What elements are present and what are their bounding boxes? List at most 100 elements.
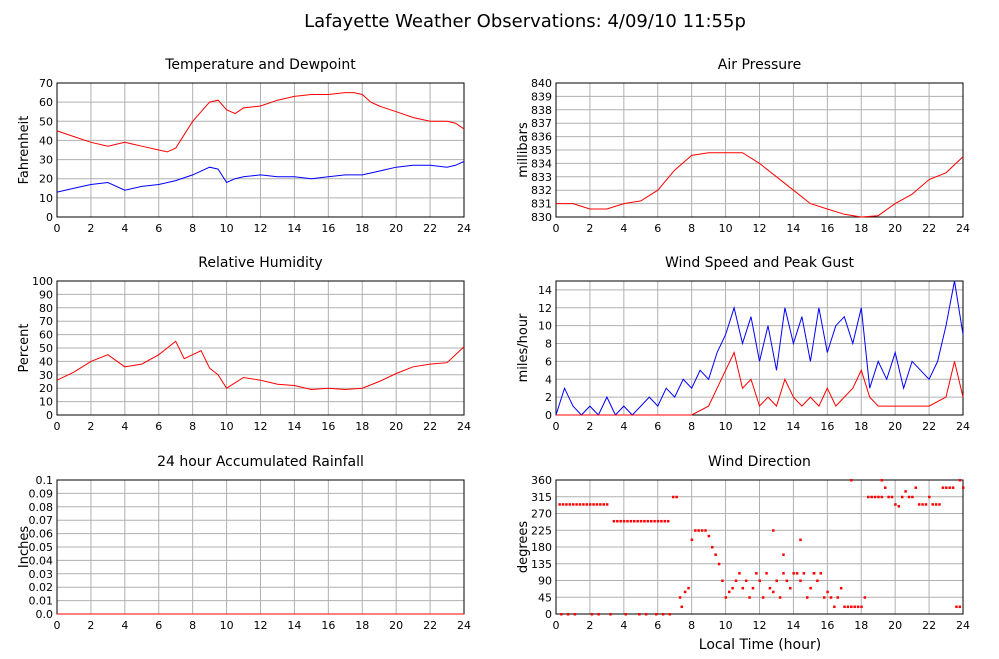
x-tick-label: 2 [586,222,593,235]
data-point [721,579,724,582]
chart-title: Relative Humidity [198,255,322,271]
x-tick-label: 14 [287,420,301,433]
data-point [850,479,853,482]
x-tick-label: 18 [854,420,868,433]
y-tick-label: 0.05 [29,541,54,554]
data-point [727,590,731,594]
x-tick-label: 10 [719,420,733,433]
plot-frame [555,82,964,218]
x-tick-label: 18 [355,619,369,632]
data-point [948,486,951,489]
data-point [724,596,728,599]
x-tick-label: 6 [155,420,162,433]
data-point [843,605,846,609]
y-tick-label: 840 [531,77,552,90]
data-point [789,586,792,590]
data-point [744,579,748,582]
x-tick-label: 6 [155,619,162,632]
x-tick-label: 0 [54,420,61,433]
data-point [605,503,609,506]
data-point [624,613,628,616]
data-point [741,586,745,590]
y-tick-label: 225 [531,524,552,537]
data-point [805,596,809,599]
y-tick-label: 833 [531,171,552,184]
y-tick-label: 834 [531,157,552,170]
y-tick-label: 0.0 [36,608,54,621]
data-point [612,519,616,523]
data-point [575,503,578,506]
data-point [782,553,785,556]
x-tick-label: 20 [888,619,902,632]
x-tick-label: 0 [553,619,560,632]
data-point [785,579,789,582]
y-tick-label: 20 [39,173,53,186]
data-point [585,503,589,506]
series-line-0 [556,152,964,218]
data-point [839,586,843,590]
x-tick-label: 10 [220,222,234,235]
data-point [653,519,656,523]
y-tick-label: 90 [538,575,552,588]
data-point [573,613,577,616]
y-tick-label: 50 [39,342,53,355]
x-tick-label: 4 [620,222,627,235]
data-point [917,503,921,506]
x-tick-label: 16 [820,222,834,235]
x-tick-label: 8 [189,420,196,433]
data-point [751,586,755,590]
data-point [958,605,962,609]
data-point [890,495,894,499]
data-point [597,613,600,616]
x-tick-label: 4 [121,420,128,433]
chart-title: 24 hour Accumulated Rainfall [157,454,364,470]
x-tick-label: 24 [457,619,471,632]
x-tick-label: 10 [220,619,234,632]
x-tick-label: 4 [121,222,128,235]
data-point [962,486,965,489]
data-point [639,519,643,523]
x-tick-label: 16 [321,222,335,235]
x-tick-label: 20 [389,420,403,433]
x-tick-label: 6 [654,222,661,235]
data-point [819,572,823,575]
data-point [772,529,775,532]
x-tick-label: 18 [854,619,868,632]
x-tick-label: 4 [620,420,627,433]
x-tick-label: 20 [389,222,403,235]
data-point [609,613,612,616]
data-point [799,579,802,582]
x-tick-label: 8 [189,222,196,235]
plot-frame [555,479,964,615]
data-point [856,605,860,609]
data-point [958,479,962,482]
data-point [707,534,711,538]
y-axis-label: Percent [17,324,32,373]
x-tick-label: 8 [688,420,695,433]
y-tick-label: 837 [531,117,552,130]
x-tick-label: 6 [654,420,661,433]
data-point [588,503,592,506]
data-point [829,596,833,599]
data-point [748,596,751,599]
y-tick-label: 6 [545,355,552,368]
x-tick-label: 16 [321,420,335,433]
x-tick-label: 12 [254,222,268,235]
data-point [802,572,806,575]
data-point [697,529,700,532]
data-point [904,490,907,493]
plot-frame [56,82,465,218]
data-point [558,503,561,506]
data-point [602,503,605,506]
data-point [850,605,853,609]
data-point [561,503,565,506]
data-point [731,586,734,590]
data-point [873,495,877,499]
data-point [931,503,934,506]
data-point [782,572,785,575]
y-tick-label: 40 [39,134,53,147]
x-tick-label: 16 [820,420,834,433]
